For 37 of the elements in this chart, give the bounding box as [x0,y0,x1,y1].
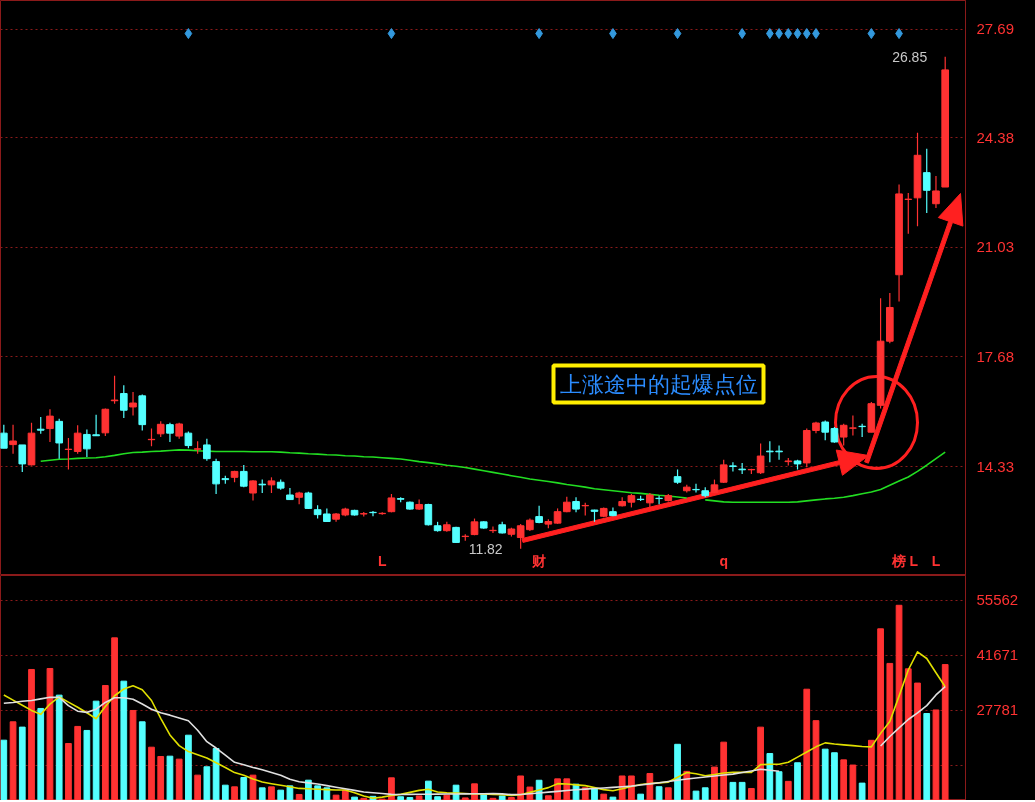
y-tick-label: 21.03 [976,238,1015,256]
candlestick [249,479,257,502]
candlestick [129,391,137,417]
candlestick [535,505,543,524]
candlestick [922,148,931,214]
y-tick-label: 24.38 [976,128,1015,146]
candlestick [203,438,211,462]
candlestick [119,384,128,419]
annotation: 财 [531,552,547,569]
candlestick [0,424,8,449]
y-tick-label: 17.68 [976,347,1015,365]
candlestick [55,418,64,460]
y-tick-label: 41671 [976,646,1019,664]
candlestick [18,444,27,473]
candlestick [73,424,82,455]
annotation: q [719,552,728,569]
annotation: 26.85 [892,48,928,65]
candlestick [756,443,765,475]
annotation: L [377,552,387,569]
candlestick [9,424,17,455]
candlestick [101,408,110,437]
candlestick [166,422,174,443]
annotation: 11.82 [468,540,503,557]
annotation: L [931,552,941,569]
annotation: 榜 [891,552,907,569]
line-series [3,650,946,800]
y-tick-label: 27781 [976,701,1019,719]
y-tick-label: 14.33 [976,457,1015,475]
annotation: L [909,552,919,569]
candlestick [729,461,737,473]
y-tick-label: 27.69 [976,20,1015,38]
candlestick [932,175,940,209]
y-tick-label: 55562 [976,591,1019,609]
candlestick [46,408,54,443]
candlestick [110,375,119,405]
annotation: 上涨途中的起爆点位 [559,371,758,397]
candlestick [719,459,728,484]
